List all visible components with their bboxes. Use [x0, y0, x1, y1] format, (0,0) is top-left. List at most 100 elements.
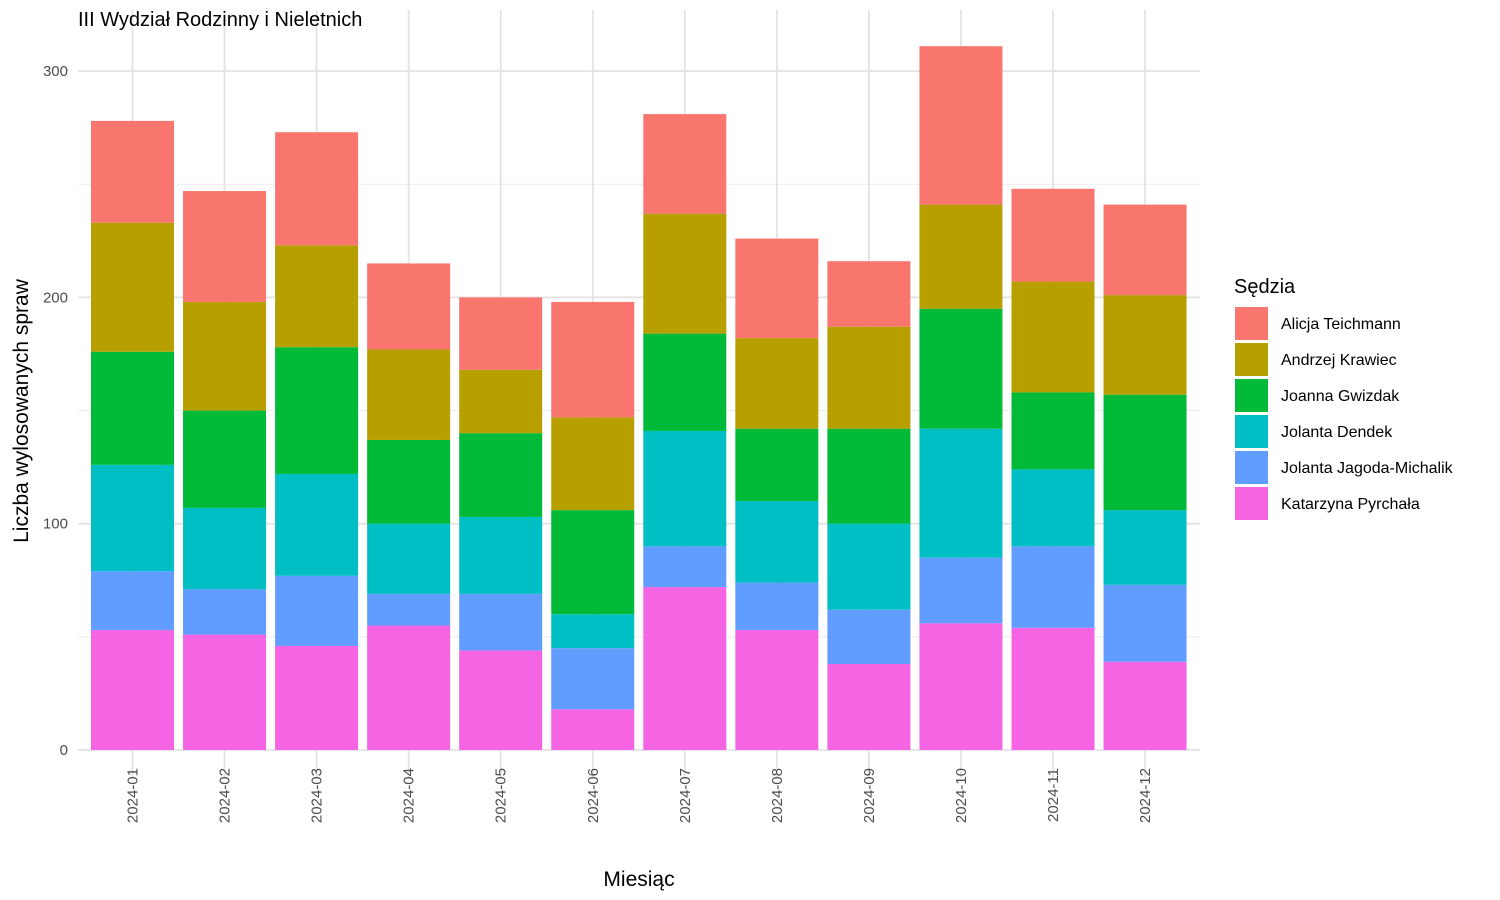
x-axis-title: Miesiąc	[603, 868, 674, 891]
bar-segment	[91, 571, 174, 631]
bar-segment	[459, 433, 543, 517]
bar-segment	[459, 593, 543, 651]
legend-swatch	[1235, 451, 1268, 484]
legend-entry-label: Alicja Teichmann	[1281, 316, 1401, 333]
bar-segment	[643, 213, 727, 334]
bar-segment	[643, 114, 727, 214]
bar-segment	[1103, 584, 1187, 662]
bar-segment	[1103, 510, 1187, 585]
bar-segment	[735, 501, 819, 583]
bar-segment	[183, 589, 267, 635]
bar-segment	[1103, 661, 1187, 750]
legend-entry-label: Andrzej Krawiec	[1281, 352, 1397, 369]
bars	[91, 46, 1187, 750]
legend-title: Sędzia	[1234, 276, 1296, 298]
bar-segment	[91, 351, 174, 465]
x-tick-label: 2024-02	[217, 768, 234, 823]
bar-segment	[183, 410, 267, 508]
bar-segment	[183, 301, 267, 411]
bar-segment	[735, 238, 819, 339]
bar-segment	[1103, 204, 1187, 296]
y-tick-label: 100	[43, 516, 68, 533]
x-tick-label: 2024-04	[401, 768, 418, 823]
bar-segment	[459, 297, 543, 370]
legend-entry-label: Jolanta Jagoda-Michalik	[1281, 460, 1454, 477]
bar-segment	[551, 648, 635, 710]
bar-segment	[919, 204, 1003, 309]
bar-segment	[183, 634, 267, 750]
bar-segment	[735, 630, 819, 750]
legend-swatch	[1235, 343, 1268, 376]
x-tick-label: 2024-05	[493, 768, 510, 823]
bar-segment	[275, 575, 359, 646]
legend-entry-label: Katarzyna Pyrchała	[1281, 496, 1420, 513]
legend-entry-label: Joanna Gwizdak	[1281, 388, 1400, 405]
bar-segment	[827, 326, 911, 429]
bar-segment	[1011, 546, 1095, 628]
y-axis-title: Liczba wylosowanych spraw	[10, 278, 33, 543]
bar-segment	[275, 473, 359, 576]
bar-segment	[827, 261, 911, 327]
y-tick-label: 200	[43, 289, 68, 306]
bar-segment	[1011, 469, 1095, 547]
x-axis: 2024-01 2024-02 2024-03 2024-04 2024-05 2024-…	[125, 768, 1155, 823]
bar-segment	[827, 523, 911, 610]
bar-segment	[275, 347, 359, 474]
x-tick-label: 2024-09	[861, 768, 878, 823]
x-tick-label: 2024-11	[1045, 768, 1062, 822]
bar-segment	[367, 439, 451, 524]
bar-segment	[551, 510, 635, 615]
bar-segment	[91, 464, 174, 572]
bar-segment	[827, 664, 911, 750]
bar-segment	[919, 308, 1003, 429]
bar-segment	[919, 46, 1003, 205]
bar-segment	[735, 338, 819, 429]
legend-swatch	[1235, 487, 1268, 520]
x-tick-label: 2024-10	[953, 768, 970, 823]
bar-segment	[827, 609, 911, 665]
bar-segment	[643, 546, 727, 588]
bar-segment	[735, 582, 819, 631]
bar-segment	[367, 625, 451, 750]
bar-segment	[1011, 627, 1095, 750]
x-tick-label: 2024-12	[1137, 768, 1154, 823]
chart-title: III Wydział Rodzinny i Nieletnich	[78, 9, 362, 31]
bar-segment	[91, 222, 174, 352]
x-tick-label: 2024-06	[585, 768, 602, 823]
bar-segment	[551, 417, 635, 511]
bar-segment	[919, 428, 1003, 558]
bar-segment	[1103, 295, 1187, 395]
bar-segment	[551, 614, 635, 649]
bar-segment	[551, 709, 635, 750]
legend-swatch	[1235, 379, 1268, 412]
bar-segment	[1103, 394, 1187, 511]
legend-entry-label: Jolanta Dendek	[1281, 424, 1393, 441]
bar-segment	[459, 516, 543, 594]
bar-segment	[1011, 392, 1095, 470]
bar-segment	[275, 645, 359, 750]
bar-segment	[183, 191, 267, 302]
bar-segment	[459, 650, 543, 750]
bar-segment	[91, 630, 174, 750]
y-axis: 0 100 200 300	[43, 63, 68, 759]
bar-segment	[919, 623, 1003, 750]
bar-segment	[735, 428, 819, 502]
bar-segment	[551, 301, 635, 418]
bar-segment	[367, 263, 451, 350]
bar-segment	[275, 132, 359, 246]
bar-segment	[1011, 281, 1095, 393]
bar-segment	[275, 245, 359, 348]
legend-swatch	[1235, 307, 1268, 340]
bar-segment	[643, 587, 727, 750]
x-tick-label: 2024-07	[677, 768, 694, 823]
bar-segment	[367, 349, 451, 440]
x-tick-label: 2024-03	[309, 768, 326, 823]
bar-segment	[459, 369, 543, 434]
x-tick-label: 2024-01	[125, 768, 142, 823]
y-tick-label: 300	[43, 63, 68, 80]
bar-segment	[367, 593, 451, 626]
legend: Sędzia Alicja Teichmann Andrzej Krawiec Jo…	[1234, 276, 1454, 520]
bar-segment	[367, 523, 451, 594]
